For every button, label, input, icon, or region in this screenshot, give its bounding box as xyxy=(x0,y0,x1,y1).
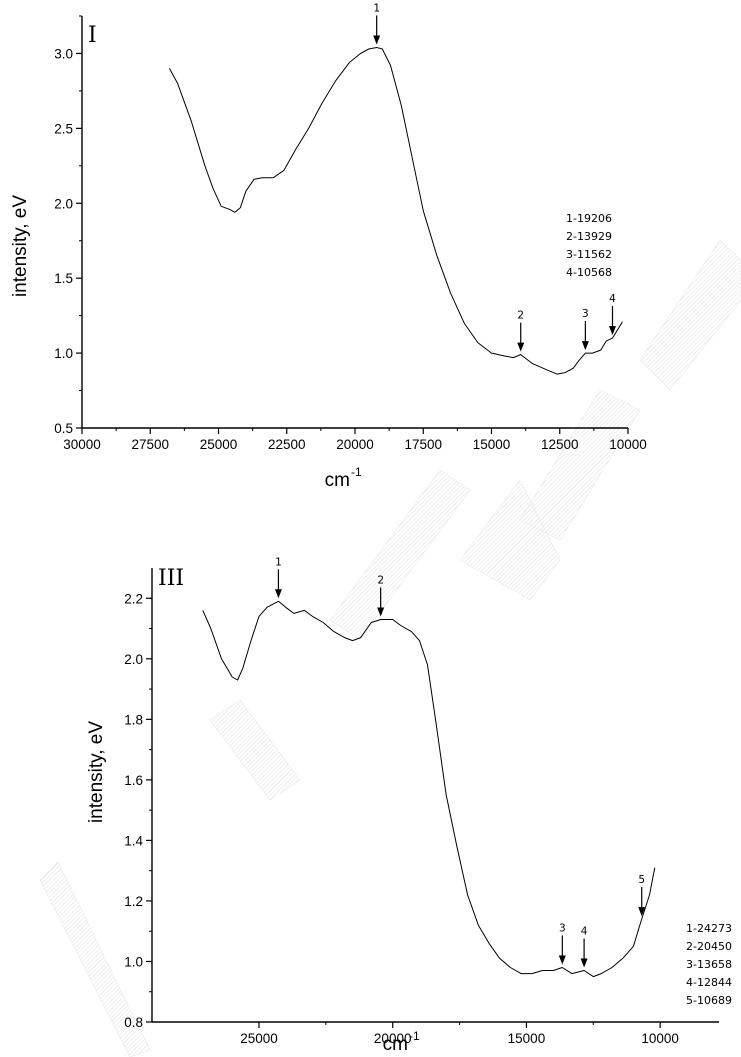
panel-2-peak-label: 4 xyxy=(581,926,588,938)
peak-list-2-item-3: 3-13658 xyxy=(686,958,732,971)
panel-1-x-tick-label: 15000 xyxy=(473,437,511,452)
panel-1-x-tick-label: 22500 xyxy=(268,437,306,452)
panel-1-y-tick-label: 2.0 xyxy=(54,196,73,211)
peak-list-2-item-1: 1-24273 xyxy=(686,922,732,935)
plot-area-1: 30000 27500 25000 22500 20000 17500 15000 12500… xyxy=(54,2,647,452)
panel-2-peak-label: 3 xyxy=(559,923,566,935)
chart-panel-2: 25000 20000 15000 10000 0.8 1.0 1.2 1.4 1.6 1.8 2.… xyxy=(86,556,732,1055)
peak-list-2-item-2: 2-20450 xyxy=(686,940,732,953)
panel-2-peak-arrowhead xyxy=(377,607,385,617)
panel-2-peak-arrowhead xyxy=(558,955,566,965)
peak-list-1-item-4: 4-10568 xyxy=(566,266,612,279)
peak-list-1-item-1: 1-19206 xyxy=(566,212,612,225)
panel-2-y-tick-label: 1.6 xyxy=(124,773,143,788)
panel-2-y-tick-label: 2.2 xyxy=(124,591,143,606)
panel-1-y-tick-label: 3.0 xyxy=(54,46,73,61)
watermark xyxy=(39,239,741,1057)
x-axis-title-2-sup: -1 xyxy=(409,1029,420,1043)
panel-2-y-tick-label: 1.2 xyxy=(124,894,143,909)
panel-label-1: I xyxy=(88,23,97,48)
watermark-stroke xyxy=(519,389,641,541)
panel-1-y-tick-label: 1.5 xyxy=(54,271,73,286)
panel-2-peak-label: 2 xyxy=(377,574,384,586)
x-axis-title-2-main: cm xyxy=(383,1034,408,1055)
panel-2-y-tick-label: 1.0 xyxy=(124,954,143,969)
panel-2-series-line-1 xyxy=(202,600,656,978)
panel-1-y-tick-label: 2.5 xyxy=(54,121,73,136)
panel-2-peak-label: 1 xyxy=(275,556,282,568)
y-axis-title-1: intensity, eV xyxy=(10,195,31,297)
panel-1-peak-arrowhead xyxy=(581,341,589,351)
peak-list-1-item-2: 2-13929 xyxy=(566,230,612,243)
peak-list-2-item-4: 4-12844 xyxy=(686,976,732,989)
panel-1-x-tick-label: 30000 xyxy=(63,437,101,452)
panel-1-peak-label: 2 xyxy=(517,310,524,322)
panel-2-peak-label: 5 xyxy=(638,874,645,886)
panel-1-peak-label: 1 xyxy=(373,2,380,14)
panel-1-y-tick-label: 0.5 xyxy=(54,421,73,436)
panel-1-peak-arrowhead xyxy=(517,342,525,352)
panel-2-peak-arrowhead xyxy=(274,589,282,599)
peak-list-2-item-5: 5-10689 xyxy=(686,994,732,1007)
panel-2-peak-arrowhead xyxy=(638,907,646,917)
panel-1-x-tick-label: 20000 xyxy=(336,437,374,452)
y-axis-title-2: intensity, eV xyxy=(86,721,107,823)
chart-panel-1: 30000 27500 25000 22500 20000 17500 15000 12500… xyxy=(10,2,647,491)
panel-1-x-tick-label: 12500 xyxy=(541,437,579,452)
panel-label-2: III xyxy=(158,566,184,591)
panel-2-peak-arrowhead xyxy=(580,958,588,968)
peak-list-1-item-3: 3-11562 xyxy=(566,248,612,261)
panel-2-y-tick-label: 0.8 xyxy=(124,1015,143,1030)
panel-2-y-tick-label: 1.8 xyxy=(124,712,143,727)
panel-1-x-tick-label: 17500 xyxy=(404,437,442,452)
panel-1-peak-arrowhead xyxy=(608,326,616,336)
watermark-stroke xyxy=(209,699,301,801)
panel-1-x-tick-label: 25000 xyxy=(200,437,238,452)
panel-2-y-tick-label: 1.4 xyxy=(124,833,143,848)
panel-1-x-tick-label: 10000 xyxy=(609,437,647,452)
panel-2-x-tick-label: 15000 xyxy=(508,1031,546,1046)
panel-2-x-tick-label: 10000 xyxy=(641,1031,679,1046)
watermark-stroke xyxy=(329,469,471,641)
x-axis-title-2: cm -1 xyxy=(383,1029,420,1055)
panel-1-peak-arrowhead xyxy=(373,35,381,45)
watermark-stroke xyxy=(639,239,741,391)
watermark-stroke xyxy=(39,861,151,1057)
panel-1-peak-label: 3 xyxy=(582,308,589,320)
peak-list-1: 1-19206 2-13929 3-11562 4-10568 xyxy=(566,212,612,279)
panel-2-x-tick-label: 25000 xyxy=(240,1031,278,1046)
panel-1-series-line-1 xyxy=(168,47,623,375)
plot-area-2: 25000 20000 15000 10000 0.8 1.0 1.2 1.4 1.6 1.8 2.… xyxy=(124,556,719,1046)
x-axis-title-1-sup: -1 xyxy=(351,465,362,479)
panel-2-y-tick-label: 2.0 xyxy=(124,652,143,667)
panel-1-peak-label: 4 xyxy=(609,293,616,305)
x-axis-title-1-main: cm xyxy=(325,470,350,491)
panel-2-x-tick-label: 20000 xyxy=(374,1031,412,1046)
peak-list-2: 1-24273 2-20450 3-13658 4-12844 5-10689 xyxy=(686,922,732,1007)
panel-1-x-tick-label: 27500 xyxy=(131,437,169,452)
x-axis-title-1: cm -1 xyxy=(325,465,362,491)
panel-1-y-tick-label: 1.0 xyxy=(54,346,73,361)
